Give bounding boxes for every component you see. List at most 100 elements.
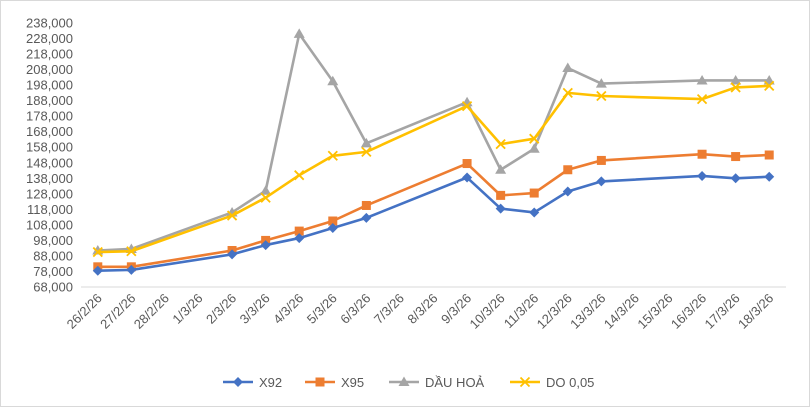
series-do-0-05 [92,80,775,258]
marker-stroke [294,170,305,181]
x-tick-label: 1/3/26 [169,291,205,327]
data-point [562,62,574,73]
y-tick-label: 208,000 [26,62,73,77]
data-point [528,143,540,153]
data-point [226,210,238,221]
y-tick-label: 108,000 [26,217,73,232]
y-tick-label: 228,000 [26,31,73,46]
x-tick-label: 26/2/26 [64,291,105,332]
y-tick-label: 68,000 [33,280,73,295]
legend-label: X92 [259,375,282,390]
series-x95 [93,149,774,272]
y-tick-label: 148,000 [26,155,73,170]
data-point [730,74,742,85]
data-point [327,75,339,86]
data-point [596,176,607,187]
x-tick-label: 11/3/26 [501,291,542,332]
data-point [596,90,607,102]
x-axis: 26/2/2627/2/2628/2/261/3/262/3/263/3/264… [64,286,786,332]
data-point [696,93,708,105]
data-point [562,186,573,197]
data-point [764,80,775,92]
data-point [697,149,707,159]
x-tick-label: 5/3/26 [304,291,340,327]
x-tick-label: 15/3/26 [634,291,675,332]
legend-label: DO 0,05 [546,375,594,390]
legend-marker [315,377,325,387]
data-point [92,246,103,258]
legend-marker [519,376,531,388]
x-tick-label: 18/3/26 [735,291,776,332]
marker-stroke [764,80,775,92]
data-point [360,137,372,148]
marker-stroke [92,246,103,258]
legend-marker [398,376,410,386]
data-point [764,171,775,182]
legend-label: X95 [341,375,364,390]
marker-stroke [529,133,540,144]
data-point [697,170,708,181]
data-point [293,28,305,38]
data-point [294,233,305,244]
x-tick-label: 8/3/26 [404,291,440,327]
legend-marker [233,377,243,387]
data-point [562,87,573,99]
data-point [563,165,573,175]
marker-stroke [562,87,573,99]
series-d-u-ho [92,28,775,255]
y-tick-label: 238,000 [26,16,73,31]
data-point [595,78,607,88]
data-point [260,240,271,251]
y-tick-label: 118,000 [27,202,73,217]
data-point [731,152,741,162]
series-line [97,84,770,254]
x-tick-label: 27/2/26 [97,291,138,332]
data-point [529,133,540,144]
data-point [495,164,507,174]
x-tick-label: 28/2/26 [131,291,172,332]
x-tick-label: 12/3/26 [534,291,575,332]
x-tick-label: 14/3/26 [601,291,642,332]
data-point [496,190,506,200]
data-point [730,173,741,184]
x-tick-label: 10/3/26 [466,291,507,332]
x-tick-label: 2/3/26 [203,291,239,327]
x-tick-label: 7/3/26 [371,291,407,327]
marker-stroke [495,138,506,150]
data-point [126,246,137,257]
x-tick-label: 16/3/26 [668,291,709,332]
series-line [97,32,770,252]
y-tick-label: 158,000 [26,140,73,155]
data-point [529,207,540,218]
y-tick-label: 98,000 [33,233,73,248]
data-point [596,155,606,165]
marker-stroke [696,93,708,105]
marker-stroke [327,150,338,161]
data-point [294,226,304,236]
y-tick-label: 178,000 [26,109,73,124]
marker-stroke [361,146,372,158]
x-tick-label: 6/3/26 [337,291,373,327]
series-x92 [92,170,775,276]
data-point [764,150,774,160]
legend-item: DO 0,05 [510,375,594,390]
data-point [260,185,272,195]
marker-stroke [126,246,137,257]
data-point [327,222,338,233]
y-tick-label: 128,000 [26,186,73,201]
data-point [730,82,741,93]
y-tick-label: 168,000 [26,124,73,139]
y-tick-label: 138,000 [26,171,73,186]
data-point [696,74,708,85]
marker-stroke [461,100,473,112]
data-point [227,249,238,260]
data-point [529,188,539,198]
data-point [495,138,506,150]
y-tick-label: 78,000 [33,264,73,279]
data-point [361,212,372,223]
x-tick-label: 17/3/26 [701,291,742,332]
x-tick-label: 4/3/26 [270,291,306,327]
data-point [361,146,372,158]
y-tick-label: 188,000 [26,93,73,108]
